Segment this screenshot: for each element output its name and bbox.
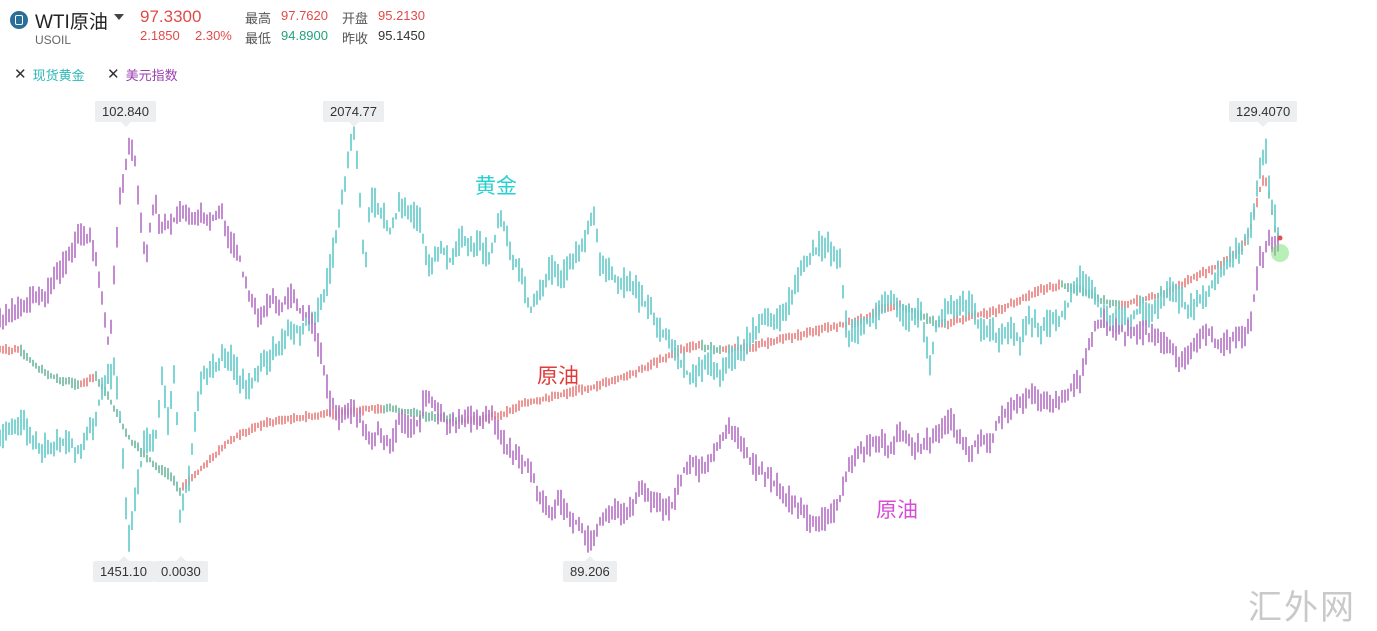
last-price-glow (1271, 244, 1289, 262)
comparison-chart[interactable] (0, 90, 1377, 590)
series-0 (0, 126, 1279, 552)
legend-item-gold: ✕ 现货黄金 (14, 64, 85, 84)
stat-prevclose-value: 95.1450 (378, 28, 425, 43)
max-marker-oil: 129.4070 (1229, 101, 1298, 127)
min-marker-usd: 89.206 (563, 556, 617, 582)
gold-annotation: 黄金 (475, 175, 517, 198)
stat-high-label: 最高 (245, 11, 272, 26)
oil-annotation-red: 原油 (537, 365, 579, 388)
legend-item-usd: ✕ 美元指数 (107, 64, 178, 84)
last-price-dot (1277, 235, 1283, 241)
remove-gold-close-icon[interactable]: ✕ (14, 66, 27, 83)
min-marker-oil: 0.0030 (154, 556, 208, 582)
stat-high-value: 97.7620 (281, 8, 328, 23)
symbol-logo-icon (10, 11, 28, 29)
legend-usd-label: 美元指数 (125, 67, 178, 83)
max-marker-gold: 2074.77 (323, 101, 384, 127)
price-change-percent: 2.30% (195, 28, 232, 43)
symbol-header: WTI原油 USOIL 97.3300 2.1850 2.30% 最高 97.7… (0, 0, 1377, 60)
stat-prevclose-label: 昨收 (342, 31, 369, 46)
legend-gold-label: 现货黄金 (32, 67, 85, 83)
symbol-name[interactable]: WTI原油 (35, 12, 108, 33)
symbol-code: USOIL (35, 33, 72, 47)
max-marker-usd: 102.840 (95, 101, 156, 127)
watermark-logo: 汇外网 (1248, 588, 1356, 628)
stat-open-value: 95.2130 (378, 8, 425, 23)
price-change: 2.1850 (140, 28, 180, 43)
stat-open-label: 开盘 (342, 11, 369, 26)
stat-low-value: 94.8900 (281, 28, 328, 43)
chevron-down-icon[interactable] (114, 14, 124, 20)
remove-usd-close-icon[interactable]: ✕ (107, 66, 120, 83)
stat-low-label: 最低 (245, 31, 272, 46)
series-1 (0, 137, 1279, 553)
last-price: 97.3300 (140, 7, 202, 26)
oil-annotation-magenta: 原油 (876, 499, 918, 522)
min-marker-gold: 1451.10 (93, 556, 154, 582)
